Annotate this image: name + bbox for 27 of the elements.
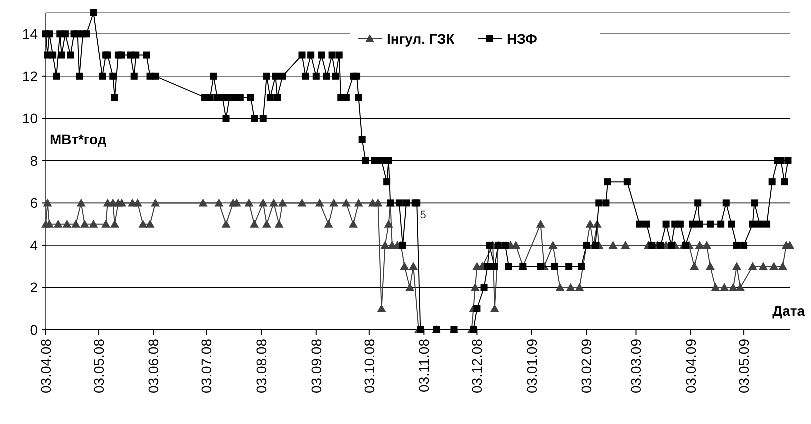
y-tick-label: 4 xyxy=(30,237,38,254)
x-tick-label: 03.11.08 xyxy=(416,338,432,392)
x-tick-label: 03.06.08 xyxy=(146,338,162,394)
y-tick-label: 10 xyxy=(22,110,38,127)
y-tick-label: 14 xyxy=(22,26,38,42)
y-tick-label: 0 xyxy=(30,322,38,338)
annotation: 5 xyxy=(420,210,426,222)
y-axis-title: МВт*год xyxy=(50,132,107,148)
y-tick-label: 8 xyxy=(30,152,38,169)
x-tick-label: 03.07.08 xyxy=(198,338,215,394)
x-tick-label: 03.10.08 xyxy=(361,338,378,394)
x-tick-label: 03.03.09 xyxy=(628,338,644,394)
legend-label: НЗФ xyxy=(507,30,538,47)
y-tick-label: 12 xyxy=(22,68,38,84)
y-tick-label: 2 xyxy=(30,280,38,296)
x-tick-label: 03.08.08 xyxy=(254,338,270,394)
x-axis-title: Дата xyxy=(772,302,806,319)
legend-label: Інгул. ГЗК xyxy=(387,30,456,47)
x-tick-label: 03.05.08 xyxy=(90,338,107,394)
x-tick-label: 03.01.09 xyxy=(524,338,540,394)
x-tick-label: 03.04.09 xyxy=(682,338,699,394)
x-tick-label: 03.02.09 xyxy=(578,338,595,394)
y-tick-label: 6 xyxy=(30,195,38,212)
x-tick-label: 03.12.08 xyxy=(469,338,486,394)
x-tick-label: 03.04.08 xyxy=(38,338,54,394)
x-tick-label: 03.05.09 xyxy=(736,338,752,394)
x-tick-label: 03.09.08 xyxy=(308,338,324,394)
